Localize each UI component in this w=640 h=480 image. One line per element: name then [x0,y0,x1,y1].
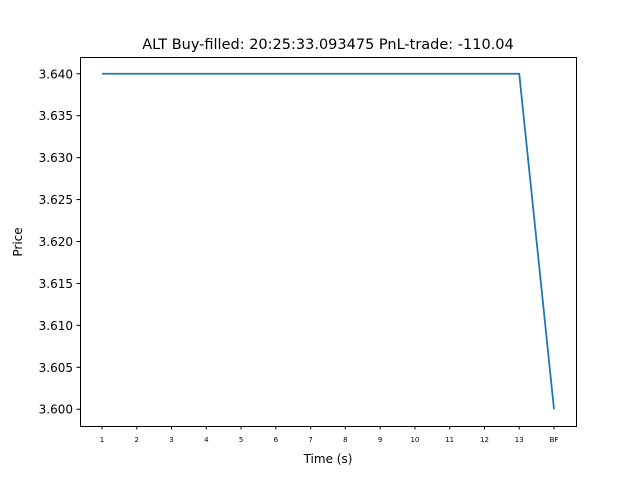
y-tick-label: 3.610 [39,319,73,333]
x-tick-label: 11 [445,436,454,444]
y-tick-label: 3.640 [39,67,73,81]
x-axis-label: Time (s) [303,452,353,466]
y-tick-label: 3.605 [39,361,73,375]
y-tick-label: 3.635 [39,109,73,123]
x-tick-label: 5 [239,436,243,444]
x-tick-label: 2 [135,436,139,444]
x-tick-label: 10 [410,436,419,444]
series-lines [102,72,555,410]
y-tick-label: 3.625 [39,193,73,207]
y-axis-ticks: 3.600 3.605 3.610 3.615 3.620 3.625 3.630 3.635… [39,67,80,417]
price-series-line [102,72,555,410]
x-tick-label: BF [550,436,559,444]
chart-title: ALT Buy-filled: 20:25:33.093475 PnL-trad… [142,37,514,53]
plot-frame [80,57,577,427]
x-tick-label: 7 [308,436,312,444]
x-tick-label: 9 [378,436,382,444]
y-axis-label: Price [11,227,25,256]
x-tick-label: 13 [515,436,524,444]
x-tick-label: 4 [204,436,209,444]
x-tick-label: 3 [169,436,173,444]
y-tick-label: 3.620 [39,235,73,249]
x-tick-label: 1 [100,436,104,444]
x-tick-label: 12 [480,436,489,444]
y-tick-label: 3.615 [39,277,73,291]
x-tick-label: 8 [343,436,347,444]
x-tick-label: 6 [274,436,279,444]
y-tick-label: 3.600 [39,403,73,417]
y-tick-label: 3.630 [39,151,73,165]
